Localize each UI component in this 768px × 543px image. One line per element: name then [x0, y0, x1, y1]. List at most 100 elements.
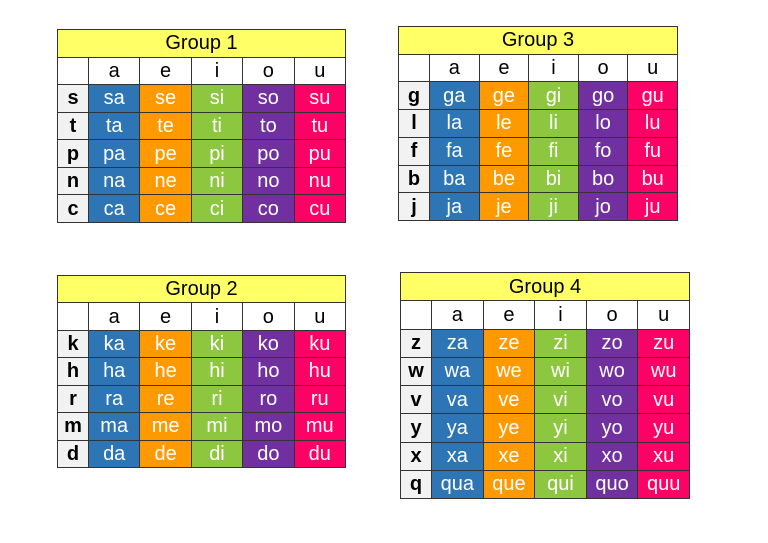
consonant-cell: m — [57, 412, 89, 441]
consonant-cell: y — [400, 413, 432, 443]
syllable-cell: fe — [478, 136, 530, 166]
syllable-cell: pi — [190, 139, 244, 168]
syllable-cell: so — [242, 84, 295, 113]
consonant-cell: t — [57, 111, 89, 141]
syllable-row: y ya ye yi yo yu — [400, 413, 690, 443]
syllable-row: t ta te ti to tu — [57, 111, 347, 141]
consonant-cell: n — [57, 166, 89, 196]
syllable-cell: mi — [190, 412, 244, 441]
syllable-cell: wo — [585, 356, 639, 387]
syllable-cell: pe — [139, 139, 192, 168]
syllable-row: w wa we wi wo wu — [400, 356, 690, 387]
syllable-row: f fa fe fi fo fu — [398, 136, 678, 166]
syllable-cell: ke — [139, 329, 192, 359]
syllable-cell: bu — [627, 164, 678, 194]
syllable-cell: quo — [585, 469, 639, 500]
syllable-cell: ja — [429, 192, 480, 221]
vowel-header: e — [482, 300, 536, 330]
syllable-row: h ha he hi ho hu — [57, 357, 347, 386]
syllable-cell: sa — [87, 84, 141, 113]
syllable-cell: je — [478, 192, 530, 221]
syllable-cell: di — [190, 439, 244, 468]
consonant-cell: k — [57, 329, 89, 359]
vowel-header: a — [429, 53, 480, 83]
syllable-cell: ba — [429, 164, 480, 194]
title-row: Group 1 — [57, 29, 346, 58]
syllable-table: Group 2 a e i o u k ka ke ki ko ku h ha he hi ho hu r ra re r… — [57, 274, 347, 468]
syllable-cell: to — [242, 111, 295, 141]
vowel-header: i — [528, 53, 579, 83]
syllable-cell: wa — [431, 356, 484, 387]
syllable-cell: ju — [627, 192, 678, 221]
syllable-cell: xu — [637, 441, 690, 471]
syllable-cell: we — [482, 356, 536, 387]
syllable-cell: ra — [87, 384, 141, 414]
syllable-cell: ne — [139, 166, 192, 196]
syllable-row: r ra re ri ro ru — [57, 384, 347, 414]
syllable-cell: nu — [293, 166, 347, 196]
syllable-cell: ha — [87, 357, 141, 386]
syllable-cell: ni — [190, 166, 244, 196]
syllable-cell: ho — [242, 357, 295, 386]
syllable-cell: su — [293, 84, 347, 113]
syllable-cell: vu — [637, 384, 690, 415]
syllable-cell: do — [242, 439, 295, 468]
syllable-cell: ki — [190, 329, 244, 359]
syllable-cell: wi — [534, 356, 587, 387]
consonant-cell: h — [57, 357, 89, 386]
consonant-cell: v — [400, 384, 432, 415]
syllable-cell: mu — [293, 412, 347, 441]
vowel-header: u — [293, 56, 347, 86]
syllable-cell: du — [293, 439, 347, 468]
syllable-cell: lo — [577, 109, 629, 138]
syllable-cell: le — [478, 109, 530, 138]
syllable-cell: fo — [577, 136, 629, 166]
title-row: Group 2 — [57, 274, 346, 304]
syllable-cell: ma — [87, 412, 141, 441]
syllable-cell: no — [242, 166, 295, 196]
vowel-header: e — [478, 53, 530, 83]
consonant-cell: p — [57, 139, 89, 168]
syllable-cell: be — [478, 164, 530, 194]
table-title: Group 1 — [57, 29, 346, 58]
syllable-cell: yo — [585, 413, 639, 443]
syllable-cell: que — [482, 469, 536, 500]
syllable-table: Group 3 a e i o u g ga ge gi go gu l la le li lo lu f fa fe f… — [398, 26, 678, 221]
syllable-row: s sa se si so su — [57, 84, 347, 113]
syllable-row: n na ne ni no nu — [57, 166, 347, 196]
consonant-cell: c — [57, 194, 89, 223]
syllable-cell: ga — [429, 81, 480, 111]
vowel-header: o — [585, 300, 639, 330]
syllable-cell: co — [242, 194, 295, 223]
syllable-cell: gu — [627, 81, 678, 111]
syllable-cell: ko — [242, 329, 295, 359]
syllable-cell: xo — [585, 441, 639, 471]
table-title: Group 4 — [400, 271, 690, 302]
syllable-row: b ba be bi bo bu — [398, 164, 678, 194]
consonant-cell: d — [57, 439, 89, 468]
syllable-cell: li — [528, 109, 579, 138]
consonant-cell: w — [400, 356, 432, 387]
syllable-table: Group 4 a e i o u z za ze zi zo zu w wa we wi wo wu v va ve v… — [400, 271, 690, 500]
consonant-cell: g — [398, 81, 430, 111]
syllable-cell: qui — [534, 469, 587, 500]
syllable-cell: ye — [482, 413, 536, 443]
consonant-cell: z — [400, 328, 432, 358]
syllable-cell: ge — [478, 81, 530, 111]
syllable-cell: ro — [242, 384, 295, 414]
syllable-cell: na — [87, 166, 141, 196]
syllable-cell: re — [139, 384, 192, 414]
syllable-cell: hi — [190, 357, 244, 386]
syllable-row: v va ve vi vo vu — [400, 384, 690, 415]
syllable-cell: go — [577, 81, 629, 111]
syllable-cell: yu — [637, 413, 690, 443]
syllable-cell: me — [139, 412, 192, 441]
vowel-header: i — [190, 302, 244, 331]
vowel-header: o — [577, 53, 629, 83]
consonant-cell: j — [398, 192, 430, 221]
consonant-cell: r — [57, 384, 89, 414]
